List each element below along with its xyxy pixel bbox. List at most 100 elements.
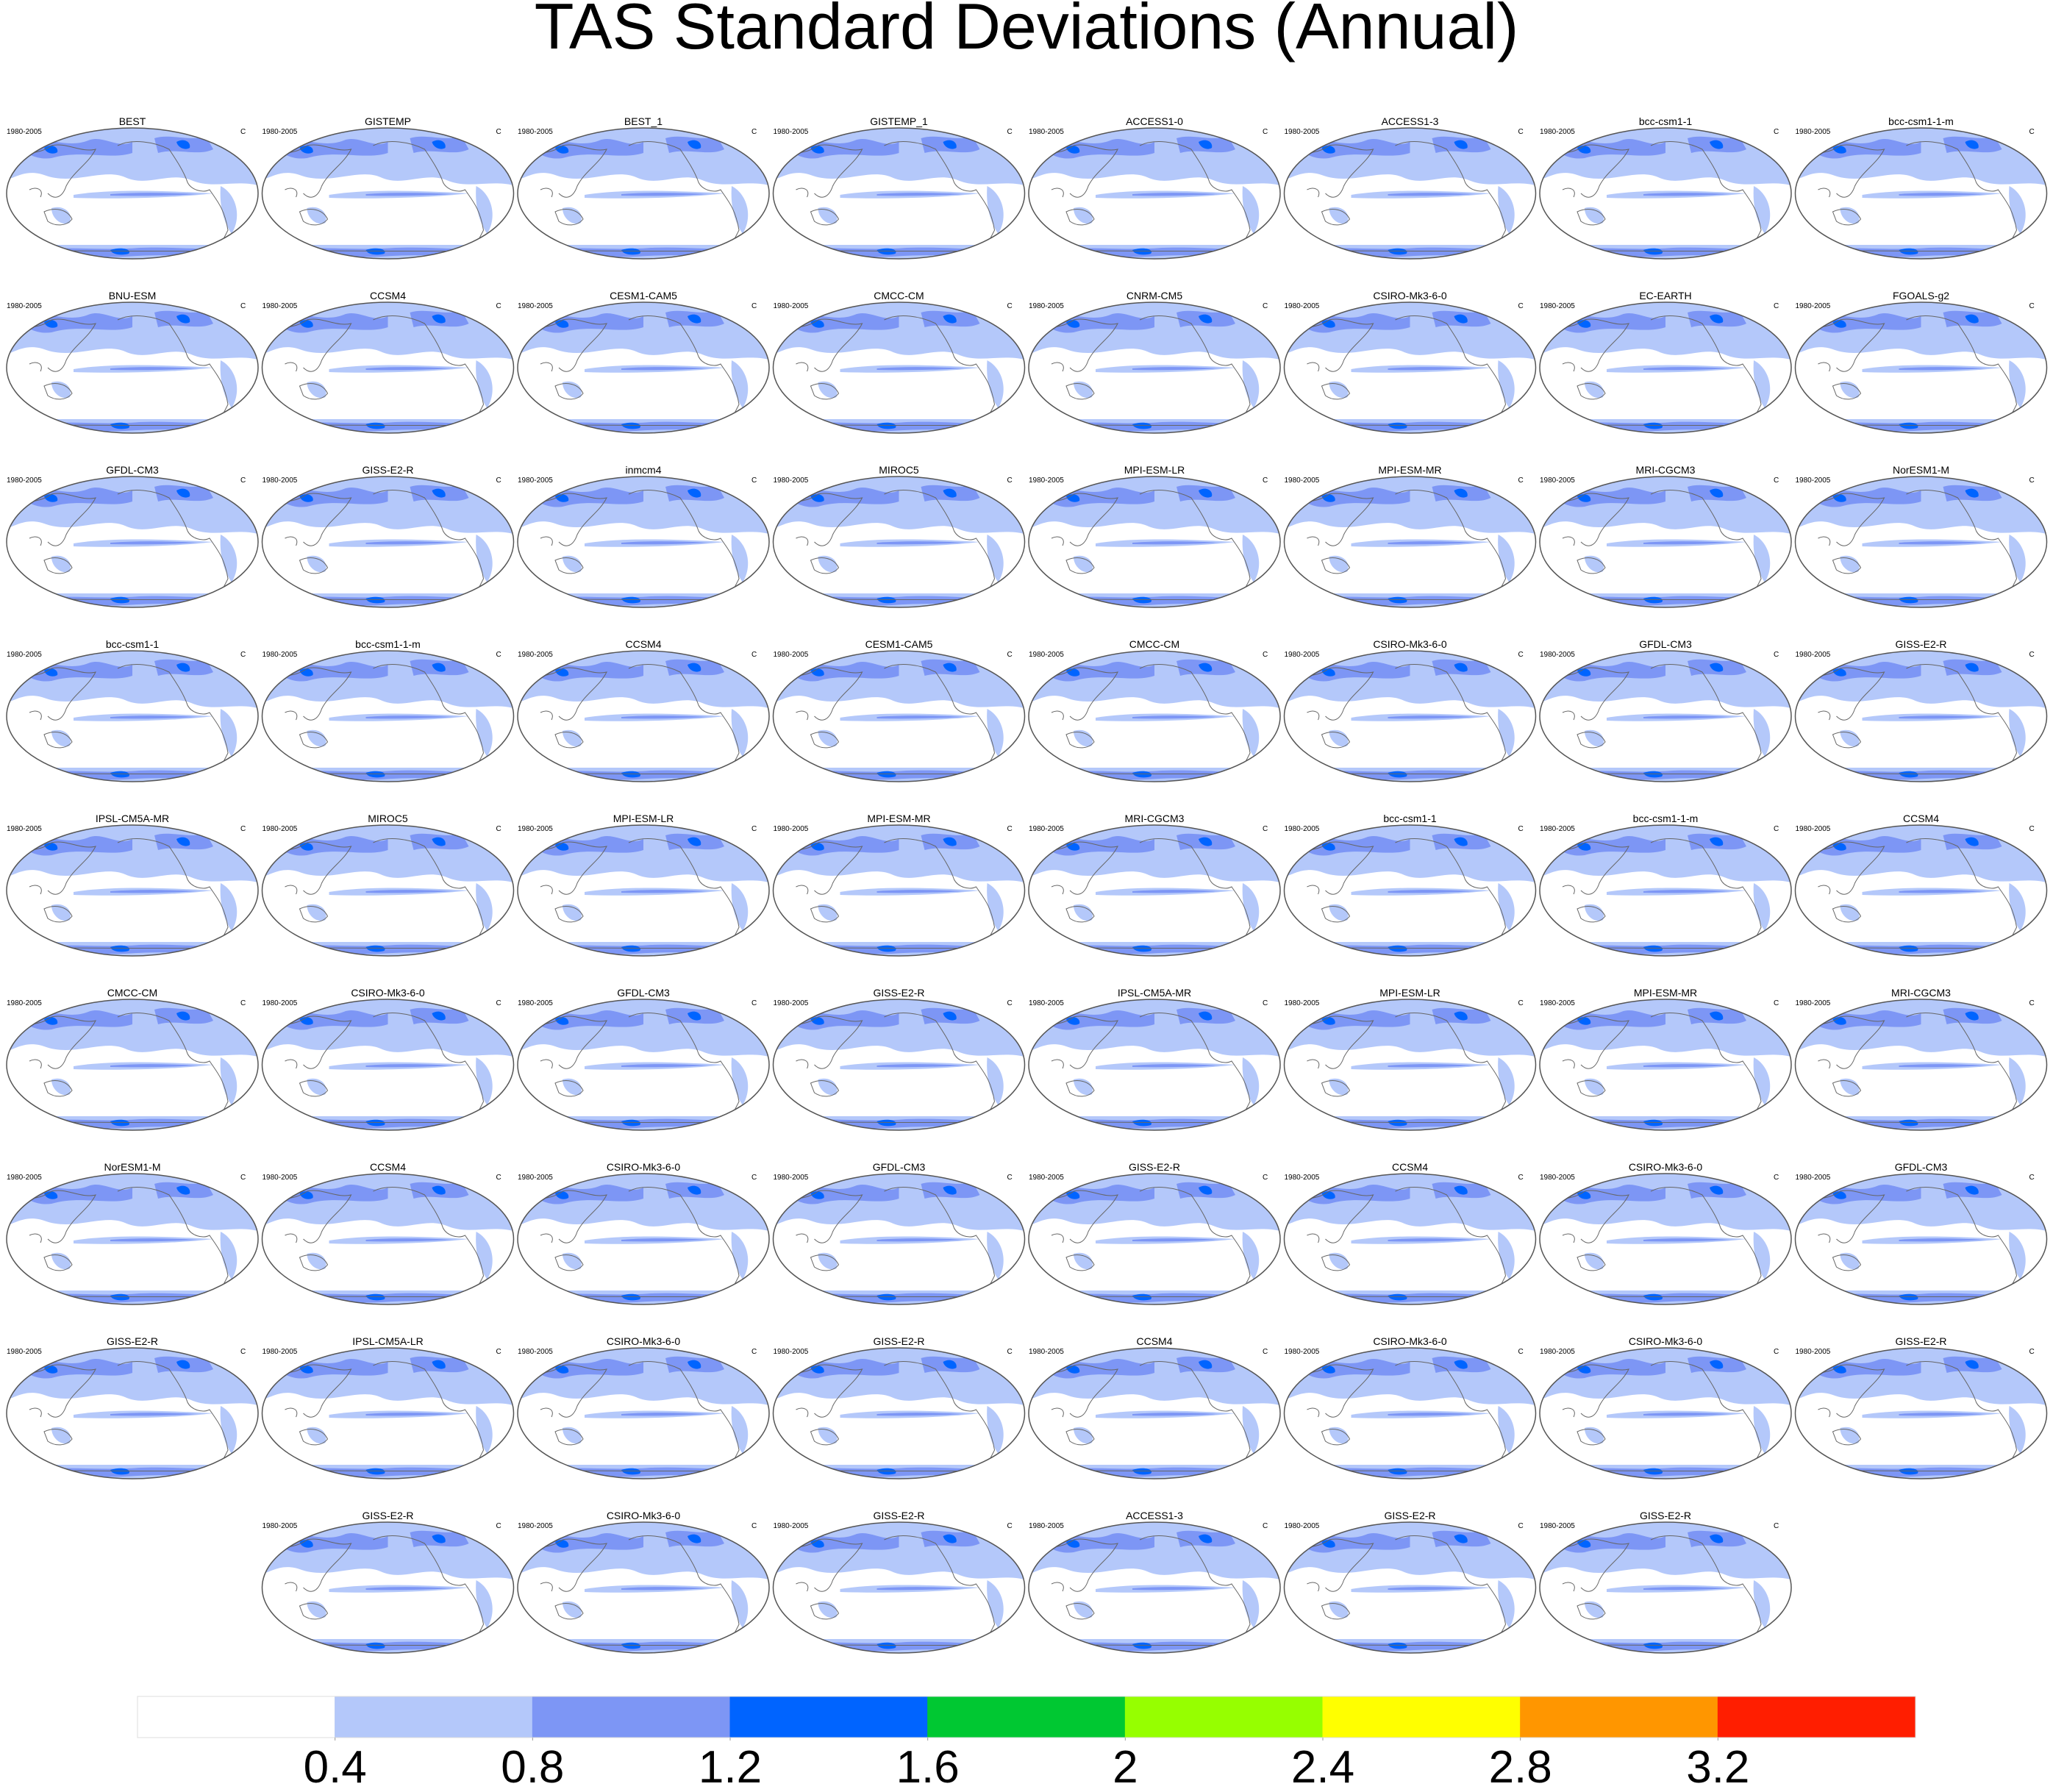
map (1537, 472, 1794, 612)
panel-period: 1980-2005 (1285, 651, 1320, 659)
map (1026, 298, 1283, 438)
panel-units: C (1774, 1522, 1779, 1530)
map (260, 995, 517, 1135)
colorbar-tick-label: 2 (1113, 1742, 1138, 1792)
map-panel: 1980-2005 CESM1-CAM5 C (771, 638, 1028, 786)
map (515, 1343, 772, 1483)
colorbar-box (1520, 1696, 1718, 1738)
panel-title: bcc-csm1-1-m (355, 638, 421, 650)
map-panel: 1980-2005 CMCC-CM C (4, 987, 261, 1135)
panel-period: 1980-2005 (1540, 128, 1575, 136)
map (1282, 1169, 1539, 1309)
panel-period: 1980-2005 (774, 1348, 809, 1356)
panel-title: CSIRO-Mk3-6-0 (607, 1335, 681, 1347)
map (1026, 472, 1283, 612)
panel-period: 1980-2005 (263, 999, 298, 1007)
panel-units: C (1263, 999, 1268, 1007)
panel-units: C (751, 476, 757, 485)
map-panel: 1980-2005 CCSM4 C (1282, 1161, 1539, 1309)
map (771, 124, 1028, 263)
panel-period: 1980-2005 (774, 1522, 809, 1530)
panel-period: 1980-2005 (518, 999, 553, 1007)
map-panel: 1980-2005 CMCC-CM C (1026, 638, 1283, 786)
map (260, 1169, 517, 1309)
panel-title: GISS-E2-R (873, 987, 924, 999)
panel-period: 1980-2005 (7, 128, 42, 136)
panel-period: 1980-2005 (263, 1348, 298, 1356)
panel-title: GISS-E2-R (1895, 1335, 1946, 1347)
panel-units: C (1774, 128, 1779, 136)
panel-period: 1980-2005 (7, 302, 42, 310)
panel-units: C (1007, 825, 1013, 833)
panel-title: CSIRO-Mk3-6-0 (351, 987, 425, 999)
panel-units: C (1007, 1174, 1013, 1182)
panel-period: 1980-2005 (518, 302, 553, 310)
panel-units: C (1774, 999, 1779, 1007)
map-panel: 1980-2005 GISS-E2-R C (1537, 1510, 1794, 1657)
panel-units: C (1263, 651, 1268, 659)
panel-title: inmcm4 (625, 464, 661, 476)
map-panel: 1980-2005 CSIRO-Mk3-6-0 C (1282, 1335, 1539, 1483)
map-panel: 1980-2005 CSIRO-Mk3-6-0 C (1537, 1161, 1794, 1309)
panel-title: CCSM4 (1136, 1335, 1172, 1347)
map (4, 1169, 261, 1309)
map (1537, 1169, 1794, 1309)
map (4, 646, 261, 786)
panel-period: 1980-2005 (7, 1348, 42, 1356)
panel-period: 1980-2005 (1285, 476, 1320, 485)
panel-units: C (751, 1348, 757, 1356)
map-panel: 1980-2005 bcc-csm1-1 C (1537, 115, 1794, 263)
panel-units: C (240, 1174, 246, 1182)
colorbar-tick-label: 0.4 (304, 1742, 367, 1792)
panel-title: MPI-ESM-MR (1378, 464, 1441, 476)
panel-title: CMCC-CM (874, 290, 924, 301)
map-panel: 1980-2005 IPSL-CM5A-MR C (4, 813, 261, 960)
panel-period: 1980-2005 (1796, 1174, 1831, 1182)
panel-period: 1980-2005 (1540, 651, 1575, 659)
panel-title: GISS-E2-R (107, 1335, 158, 1347)
map (1026, 1169, 1283, 1309)
map (1793, 124, 2050, 263)
map-panel: 1980-2005 MPI-ESM-LR C (1026, 464, 1283, 612)
panel-period: 1980-2005 (1540, 999, 1575, 1007)
panel-title: MRI-CGCM3 (1125, 813, 1185, 824)
panel-title: ACCESS1-3 (1126, 1510, 1183, 1521)
colorbar-box (927, 1696, 1126, 1738)
panel-title: CESM1-CAM5 (610, 290, 677, 301)
panel-title: CCSM4 (1903, 813, 1939, 824)
map-panel: 1980-2005 CESM1-CAM5 C (515, 290, 772, 438)
colorbar-tick-label: 1.6 (896, 1742, 960, 1792)
panel-period: 1980-2005 (1540, 476, 1575, 485)
panel-title: GISS-E2-R (362, 464, 413, 476)
panel-title: CNRM-CM5 (1127, 290, 1182, 301)
figure-title: TAS Standard Deviations (Annual) (535, 0, 1519, 63)
map-panel: 1980-2005 IPSL-CM5A-LR C (260, 1335, 517, 1483)
panel-period: 1980-2005 (774, 1174, 809, 1182)
panel-units: C (496, 825, 501, 833)
map (1282, 995, 1539, 1135)
map-panel: 1980-2005 CSIRO-Mk3-6-0 C (1282, 290, 1539, 438)
panel-period: 1980-2005 (7, 476, 42, 485)
map (4, 298, 261, 438)
map (1026, 124, 1283, 263)
map (1793, 821, 2050, 960)
map-panel: 1980-2005 MPI-ESM-LR C (515, 813, 772, 960)
panel-title: bcc-csm1-1-m (1888, 115, 1954, 127)
panel-title: GISS-E2-R (1129, 1161, 1180, 1173)
map-panel: 1980-2005 MIROC5 C (771, 464, 1028, 612)
panel-title: BEST (119, 115, 146, 127)
panel-units: C (1263, 1522, 1268, 1530)
map-panel: 1980-2005 ACCESS1-0 C (1026, 115, 1283, 263)
panel-period: 1980-2005 (1285, 128, 1320, 136)
panel-period: 1980-2005 (774, 999, 809, 1007)
panel-units: C (751, 1522, 757, 1530)
panel-units: C (1007, 1522, 1013, 1530)
map-panel: 1980-2005 GFDL-CM3 C (515, 987, 772, 1135)
panel-title: GISS-E2-R (873, 1335, 924, 1347)
map-panel: 1980-2005 GISTEMP_1 C (771, 115, 1028, 263)
map-panel: 1980-2005 MPI-ESM-MR C (1282, 464, 1539, 612)
map (515, 1169, 772, 1309)
map-panel: 1980-2005 bcc-csm1-1-m C (1793, 115, 2050, 263)
map-panel: 1980-2005 GISS-E2-R C (260, 464, 517, 612)
panel-units: C (240, 825, 246, 833)
